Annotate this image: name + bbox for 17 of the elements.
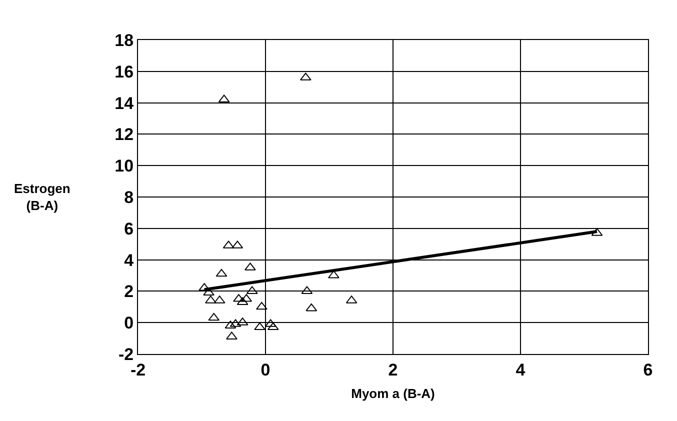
y-tick-label: -2 bbox=[118, 344, 134, 364]
y-tick-label: 2 bbox=[124, 282, 134, 302]
y-tick-label: 8 bbox=[124, 188, 134, 207]
y-tick-label: 18 bbox=[114, 30, 134, 50]
x-axis-title: Myom a (B-A) bbox=[351, 386, 435, 401]
y-axis-title: Estrogen (B-A) bbox=[14, 181, 70, 213]
y-tick-label: 0 bbox=[124, 314, 134, 333]
x-tick-label: 4 bbox=[516, 360, 526, 380]
y-tick-label: 10 bbox=[114, 156, 134, 176]
y-tick-label: 14 bbox=[114, 94, 134, 113]
x-tick-label: 0 bbox=[260, 360, 270, 380]
y-tick-label: 12 bbox=[114, 125, 134, 144]
y-tick-label: 16 bbox=[114, 62, 134, 82]
x-tick-label: 2 bbox=[388, 360, 398, 380]
y-tick-label: 4 bbox=[124, 250, 134, 270]
x-tick-label: 6 bbox=[643, 360, 653, 380]
y-tick-label: 6 bbox=[124, 219, 134, 238]
